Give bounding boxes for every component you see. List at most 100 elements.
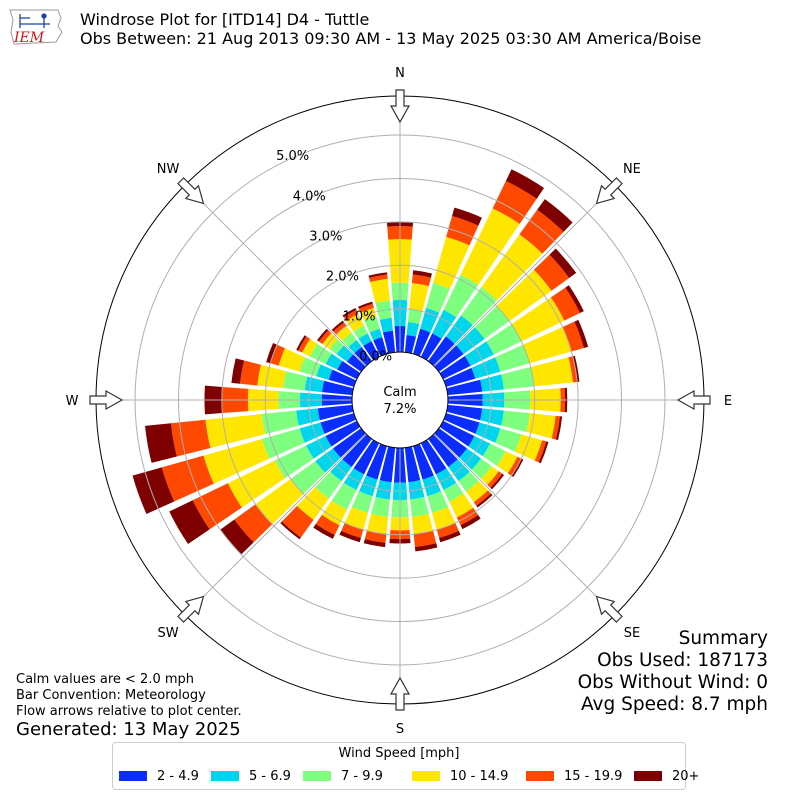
grid-spoke-NE bbox=[433, 184, 616, 367]
bar-dir-110-bin-2 bbox=[495, 428, 522, 452]
bar-dir-80-bin-4 bbox=[568, 356, 578, 383]
bar-dir-160-bin-0 bbox=[413, 443, 434, 480]
bar-dir-160-bin-5 bbox=[439, 530, 461, 543]
bar-dir-330-bin-1 bbox=[358, 333, 372, 346]
bar-dir-250-bin-1 bbox=[299, 422, 325, 443]
bar-dir-50-bin-4 bbox=[533, 254, 570, 291]
legend-label-2: 7 - 9.9 bbox=[341, 768, 383, 784]
bar-dir-320-bin-0 bbox=[354, 346, 372, 366]
bar-dir-100-bin-3 bbox=[526, 413, 556, 439]
bar-dir-250-bin-0 bbox=[320, 413, 357, 434]
bar-dir-60-bin-4 bbox=[550, 287, 580, 321]
bar-dir-40-bin-2 bbox=[461, 287, 497, 326]
legend-label-1: 5 - 6.9 bbox=[249, 768, 291, 784]
bar-dir-60-bin-5 bbox=[565, 285, 584, 314]
bar-convention-note: Bar Convention: Meteorology bbox=[16, 688, 206, 703]
direction-label-N: N bbox=[395, 66, 405, 81]
bar-dir-230-bin-5 bbox=[220, 519, 254, 555]
bar-dir-330-bin-4 bbox=[343, 309, 359, 321]
bar-dir-300-bin-4 bbox=[298, 336, 311, 353]
direction-label-NE: NE bbox=[623, 162, 641, 177]
bar-dir-230-bin-3 bbox=[255, 478, 304, 525]
bar-dir-340-bin-5 bbox=[358, 301, 373, 309]
bar-dir-20-bin-1 bbox=[420, 307, 440, 333]
bar-dir-340-bin-0 bbox=[373, 337, 387, 357]
bar-dir-350-bin-1 bbox=[379, 317, 393, 333]
bar-dir-160-bin-4 bbox=[436, 522, 459, 539]
legend-swatch-3 bbox=[412, 771, 440, 781]
bar-dir-320-bin-4 bbox=[333, 322, 347, 335]
bar-dir-210-bin-0 bbox=[353, 439, 380, 475]
bar-dir-190-bin-2 bbox=[371, 497, 390, 517]
bar-dir-220-bin-0 bbox=[342, 434, 372, 468]
legend-title: Wind Speed [mph] bbox=[338, 746, 460, 761]
bar-dir-310-bin-1 bbox=[336, 345, 354, 362]
bar-dir-60-bin-1 bbox=[464, 341, 494, 366]
radial-tick-label-5: 5.0% bbox=[276, 149, 309, 164]
bar-dir-120-bin-3 bbox=[497, 451, 518, 474]
bar-dir-240-bin-0 bbox=[325, 420, 361, 447]
flow-arrow-E-icon bbox=[676, 389, 711, 411]
legend-item-3: 10 - 14.9 bbox=[412, 768, 508, 784]
bar-dir-280-bin-2 bbox=[283, 371, 308, 391]
bar-dir-10-bin-1 bbox=[406, 322, 420, 337]
bar-dir-10-bin-4 bbox=[411, 274, 431, 287]
bar-dir-170-bin-5 bbox=[414, 543, 438, 552]
bar-dir-310-bin-0 bbox=[346, 354, 366, 372]
bar-dir-130-bin-0 bbox=[434, 428, 468, 458]
bar-dir-60-bin-2 bbox=[486, 324, 522, 355]
bar-dir-50-bin-2 bbox=[474, 306, 510, 339]
legend-label-0: 2 - 4.9 bbox=[157, 768, 199, 784]
bar-dir-20-bin-5 bbox=[452, 207, 482, 226]
flow-arrow-SE-icon bbox=[595, 595, 623, 623]
bar-dir-70-bin-3 bbox=[522, 326, 572, 364]
calm-note: Calm values are < 2.0 mph bbox=[16, 672, 195, 687]
legend-swatch-5 bbox=[634, 771, 662, 781]
bar-dir-200-bin-2 bbox=[351, 491, 373, 513]
bar-dir-250-bin-2 bbox=[261, 428, 305, 459]
bar-dir-130-bin-3 bbox=[481, 466, 499, 485]
bar-dir-250-bin-4 bbox=[161, 455, 214, 502]
bar-dir-150-bin-5 bbox=[460, 515, 481, 530]
bar-dir-320-bin-1 bbox=[348, 339, 362, 354]
logo-text: IEM bbox=[13, 30, 45, 46]
windrose-arrows bbox=[89, 89, 711, 711]
bar-dir-300-bin-5 bbox=[296, 335, 307, 351]
legend-item-4: 15 - 19.9 bbox=[526, 768, 622, 784]
bar-dir-280-bin-1 bbox=[304, 376, 325, 393]
bar-dir-340-bin-4 bbox=[358, 303, 374, 313]
bar-dir-210-bin-3 bbox=[321, 500, 348, 526]
summary-obs-used: Obs Used: 187173 bbox=[597, 650, 768, 671]
bar-dir-280-bin-0 bbox=[322, 380, 354, 396]
bar-dir-40-bin-1 bbox=[445, 315, 473, 344]
bar-dir-100-bin-2 bbox=[501, 410, 530, 432]
bar-dir-260-bin-5 bbox=[145, 423, 177, 463]
bar-dir-300-bin-0 bbox=[337, 360, 361, 380]
legend-item-5: 20+ bbox=[634, 768, 699, 784]
bar-dir-160-bin-2 bbox=[427, 491, 449, 513]
bar-dir-80-bin-3 bbox=[530, 357, 573, 387]
bar-dir-230-bin-2 bbox=[290, 461, 326, 494]
bar-dir-100-bin-1 bbox=[480, 408, 504, 426]
bar-dir-290-bin-1 bbox=[316, 364, 333, 380]
flow-arrow-NW-icon bbox=[177, 177, 205, 205]
bar-dir-40-bin-0 bbox=[428, 336, 455, 366]
summary-obs-without-wind: Obs Without Wind: 0 bbox=[577, 672, 768, 693]
flow-arrow-note: Flow arrows relative to plot center. bbox=[16, 704, 242, 719]
bar-dir-240-bin-1 bbox=[306, 435, 332, 459]
bar-dir-30-bin-4 bbox=[492, 180, 537, 224]
bar-dir-200-bin-0 bbox=[366, 443, 387, 480]
bar-dir-150-bin-0 bbox=[420, 439, 447, 475]
bar-dir-40-bin-5 bbox=[537, 199, 573, 232]
bar-dir-230-bin-0 bbox=[332, 428, 366, 458]
bar-dir-340-bin-1 bbox=[369, 328, 383, 341]
bar-dir-60-bin-0 bbox=[439, 355, 471, 380]
bar-dir-250-bin-3 bbox=[203, 439, 270, 484]
direction-label-NW: NW bbox=[157, 162, 180, 177]
bar-dir-290-bin-2 bbox=[299, 357, 321, 377]
iem-logo: IEM bbox=[9, 9, 63, 46]
bar-dir-70-bin-2 bbox=[495, 344, 530, 372]
flow-arrow-S-icon bbox=[389, 676, 411, 711]
bar-dir-300-bin-3 bbox=[302, 338, 318, 357]
bar-dir-160-bin-3 bbox=[431, 507, 456, 530]
